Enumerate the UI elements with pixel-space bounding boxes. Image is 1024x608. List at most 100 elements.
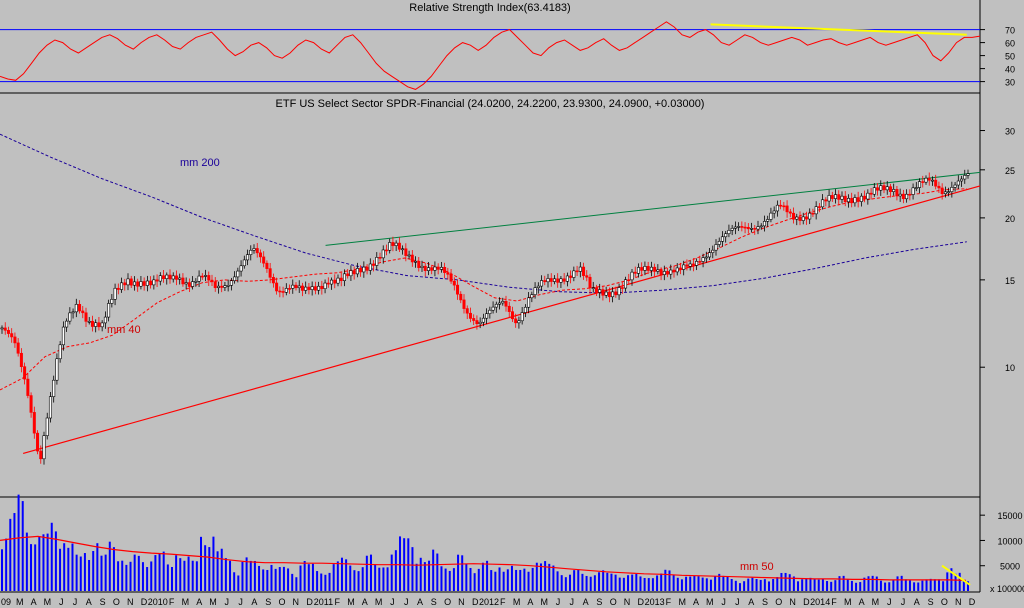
- volume-bar: [954, 573, 957, 591]
- candle-body: [310, 286, 314, 290]
- candle-body: [132, 281, 136, 286]
- candle-body: [624, 279, 628, 289]
- volume-bar: [75, 554, 78, 591]
- candle-body: [895, 189, 899, 197]
- volume-panel: mm 50: [0, 494, 971, 591]
- volume-bar: [967, 581, 969, 591]
- volume-bar: [515, 569, 518, 591]
- x-tick-label: J: [59, 597, 64, 607]
- volume-bar: [855, 582, 858, 591]
- x-tick-label: M: [16, 597, 24, 607]
- candle-body: [271, 277, 275, 284]
- volume-bar: [879, 580, 882, 591]
- volume-bar: [13, 513, 16, 591]
- candle-body: [42, 435, 46, 460]
- volume-y-tick-label: 5000: [1000, 562, 1020, 572]
- candle-body: [795, 216, 799, 220]
- volume-bar: [722, 575, 725, 591]
- candle-body: [410, 254, 414, 263]
- candle-body: [685, 264, 689, 267]
- volume-bar: [792, 576, 795, 591]
- candle-body: [846, 198, 850, 203]
- candle-body: [439, 266, 443, 270]
- volume-bar: [303, 560, 306, 591]
- volume-bar: [419, 557, 422, 591]
- candle-body: [837, 194, 841, 200]
- candle-body: [514, 318, 518, 324]
- candle-body: [417, 260, 421, 268]
- candle-body: [397, 242, 401, 250]
- candle-body: [808, 212, 812, 220]
- candle-body: [701, 257, 705, 262]
- candle-body: [136, 281, 140, 287]
- candle-body: [520, 312, 524, 322]
- volume-bar: [888, 582, 891, 591]
- volume-y-tick-label: 10000: [997, 536, 1022, 546]
- candle-body: [342, 273, 346, 281]
- volume-bar: [179, 558, 182, 591]
- volume-bar: [884, 582, 887, 591]
- candle-body: [29, 395, 33, 413]
- candle-body: [850, 198, 854, 204]
- volume-bar: [639, 576, 642, 591]
- candle-body: [78, 304, 82, 312]
- volume-bar: [141, 562, 144, 591]
- candle-body: [675, 267, 679, 273]
- candle-body: [879, 185, 883, 191]
- candle-body: [782, 205, 786, 208]
- candle-body: [788, 211, 792, 214]
- candle-body: [785, 205, 789, 213]
- volume-bar: [664, 569, 667, 591]
- x-tick-label: J: [73, 597, 78, 607]
- volume-bar: [415, 563, 418, 591]
- candle-body: [375, 256, 379, 266]
- candle-body: [504, 301, 508, 307]
- volume-bar: [158, 553, 161, 591]
- candle-body: [100, 322, 104, 328]
- candle-body: [362, 266, 366, 273]
- volume-bar: [821, 578, 824, 591]
- volume-bar: [548, 563, 551, 591]
- candle-body: [892, 189, 896, 192]
- volume-bar: [942, 581, 945, 591]
- volume-bar: [204, 545, 207, 591]
- candle-body: [662, 271, 666, 275]
- candle-body: [275, 282, 279, 292]
- candle-body: [268, 268, 272, 278]
- candle-body: [436, 266, 440, 270]
- candle-body: [378, 256, 382, 259]
- candle-body: [911, 187, 915, 195]
- volume-bar: [481, 562, 484, 591]
- volume-bar: [92, 551, 95, 591]
- candle-body: [359, 268, 363, 273]
- volume-bar: [50, 522, 53, 591]
- candle-body: [426, 267, 430, 271]
- candle-body: [158, 275, 162, 282]
- candle-body: [792, 212, 796, 220]
- volume-bar: [278, 567, 281, 591]
- volume-bar: [755, 579, 758, 591]
- candle-body: [562, 278, 566, 282]
- volume-bar: [962, 580, 965, 591]
- candle-body: [934, 179, 938, 187]
- volume-bar: [79, 556, 82, 591]
- candle-body: [856, 197, 860, 202]
- x-tick-label: A: [583, 597, 589, 607]
- candle-body: [0, 327, 4, 330]
- candle-body: [695, 261, 699, 266]
- x-tick-label: J: [556, 597, 561, 607]
- volume-bar: [83, 553, 86, 591]
- candle-body: [210, 279, 214, 283]
- volume-bar: [917, 582, 920, 591]
- volume-bar: [647, 578, 650, 591]
- volume-bar: [282, 566, 285, 591]
- volume-bar: [705, 578, 708, 591]
- x-tick-label: O: [610, 597, 617, 607]
- candle-body: [74, 304, 78, 313]
- candle-body: [682, 264, 686, 270]
- volume-bar: [432, 549, 435, 591]
- x-tick-label: A: [859, 597, 865, 607]
- volume-bar: [759, 579, 762, 591]
- volume-bar: [531, 567, 534, 591]
- support-trendline: [22, 185, 981, 455]
